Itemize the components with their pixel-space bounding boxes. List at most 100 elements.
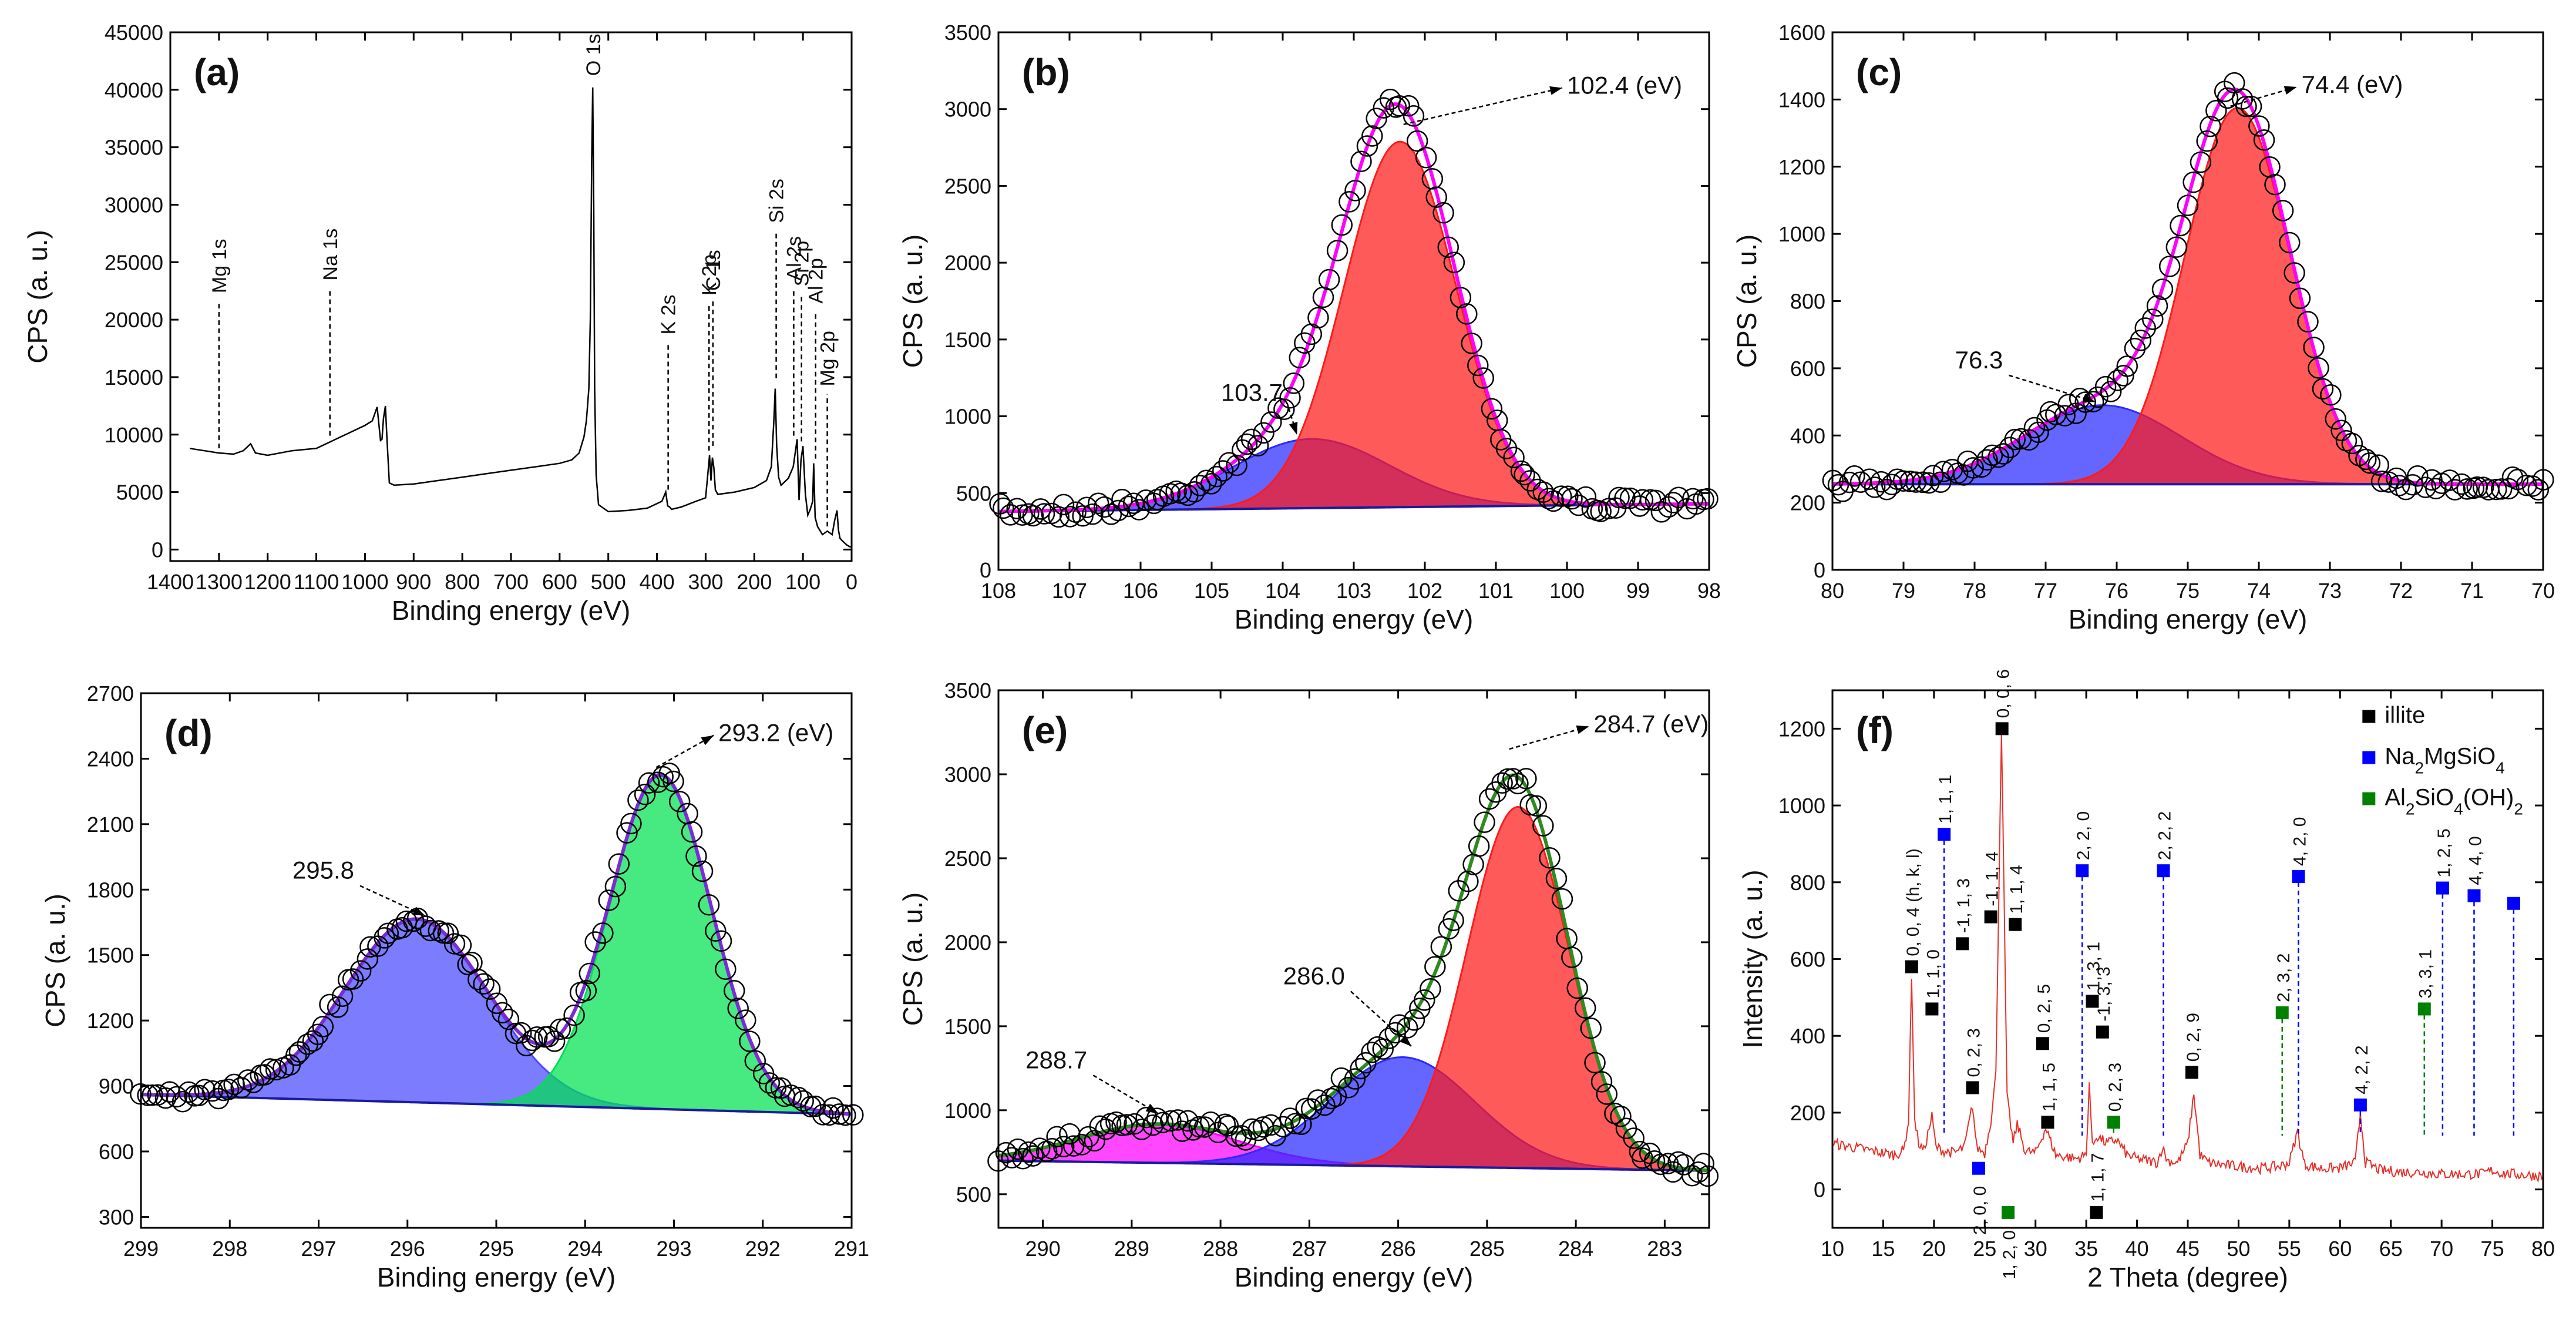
- raw-data-point: [2182, 172, 2204, 193]
- x-axis-label: Binding energy (eV): [2069, 604, 2308, 634]
- y-tick-label: 1000: [1778, 222, 1825, 246]
- raw-data-point: [1970, 456, 1993, 478]
- x-tick-label: 74: [2247, 579, 2271, 603]
- raw-data-point: [2151, 278, 2174, 300]
- hkl-label: 1, 1, 5: [2039, 1063, 2059, 1112]
- raw-data-point: [1087, 492, 1109, 514]
- x-tick-label: 1200: [244, 570, 291, 594]
- raw-data-point: [1059, 506, 1081, 528]
- raw-data-point: [2303, 337, 2325, 358]
- illite-marker: [2096, 1025, 2109, 1039]
- illite-marker: [1995, 722, 2009, 736]
- y-tick-label: 600: [1790, 948, 1825, 972]
- legend-text: Na: [2385, 744, 2415, 770]
- annotation-arrow-head: [1549, 86, 1562, 95]
- hkl-label: 0, 2, 3: [1965, 1028, 1984, 1077]
- raw-data-point: [563, 1004, 585, 1026]
- raw-data-point: [201, 1080, 224, 1102]
- raw-data-point: [2023, 417, 2046, 439]
- raw-data-point: [2516, 474, 2537, 496]
- legend-text: MgSiO: [2424, 744, 2496, 770]
- y-tick-label: 1600: [1778, 21, 1825, 45]
- x-tick-label: 35: [2074, 1237, 2098, 1261]
- x-tick-label: 75: [2176, 579, 2200, 603]
- na2mgsio4-marker: [2353, 1098, 2367, 1112]
- raw-data-point: [2116, 355, 2138, 377]
- raw-data-point: [1502, 768, 1524, 790]
- raw-data-point: [1318, 268, 1340, 291]
- legend-subscript: 2: [2414, 758, 2424, 777]
- x-tick-label: 71: [2460, 579, 2484, 603]
- x-tick-label: 500: [591, 570, 626, 594]
- y-tick-label: 600: [1790, 357, 1825, 381]
- y-tick-label: 300: [99, 1205, 134, 1229]
- y-tick-label: 1000: [1778, 794, 1825, 818]
- na2mgsio4-marker: [2076, 864, 2089, 878]
- raw-data-point: [2158, 256, 2181, 277]
- annotation-arrow-head: [412, 906, 425, 916]
- y-tick-label: 2700: [87, 681, 134, 706]
- raw-data-point: [2146, 295, 2168, 317]
- raw-data-point: [1388, 95, 1411, 117]
- y-tick-label: 2500: [944, 174, 991, 198]
- raw-data-point: [1557, 485, 1579, 508]
- raw-data-point: [2341, 432, 2363, 455]
- raw-data-point: [1575, 486, 1597, 508]
- y-axis-label: Intensity (a. u.): [1737, 869, 1768, 1048]
- peak-label: K 2p: [698, 254, 721, 296]
- raw-data-point: [715, 958, 737, 980]
- fit-peak-744eV: [1832, 107, 2543, 485]
- fit-peak-1024eV: [998, 140, 1709, 513]
- raw-data-point: [1864, 476, 1886, 498]
- y-tick-label: 2400: [87, 747, 134, 771]
- peak-annotation: 288.7: [1025, 1046, 1087, 1073]
- x-tick-label: 15: [1871, 1237, 1895, 1261]
- y-tick-label: 40000: [105, 78, 163, 102]
- annotation-arrow-head: [2284, 86, 2297, 95]
- raw-data-point: [1962, 457, 1984, 479]
- raw-data-point: [1107, 499, 1129, 522]
- raw-data-point: [1000, 504, 1021, 526]
- raw-data-point: [1344, 180, 1366, 202]
- raw-data-point: [537, 1026, 560, 1047]
- x-tick-label: 40: [2126, 1237, 2149, 1261]
- x-tick-label: 80: [1821, 579, 1844, 603]
- illite-marker: [2185, 1066, 2198, 1079]
- raw-data-point: [1443, 251, 1465, 273]
- x-tick-label: 286: [1381, 1237, 1416, 1261]
- y-tick-label: 20000: [105, 308, 163, 332]
- raw-data-point: [254, 1064, 275, 1086]
- na2mgsio4-marker: [2292, 869, 2305, 883]
- x-tick-label: 293: [656, 1237, 691, 1261]
- y-tick-label: 400: [1790, 424, 1825, 448]
- raw-data-point: [2177, 194, 2199, 216]
- raw-data-point: [1584, 1052, 1606, 1074]
- raw-data-point: [217, 1079, 240, 1100]
- raw-data-point: [575, 979, 597, 1002]
- raw-data-point: [327, 996, 349, 1018]
- raw-data-point: [2100, 381, 2122, 402]
- raw-data-point: [1094, 496, 1115, 518]
- raw-data-point: [2057, 394, 2079, 415]
- hkl-label: 2, 2, 2: [2155, 811, 2175, 860]
- y-tick-label: 3500: [944, 21, 991, 45]
- x-tick-label: 287: [1292, 1237, 1327, 1261]
- raw-data-point: [1314, 1094, 1336, 1116]
- y-tick-label: 1200: [1778, 155, 1825, 179]
- y-tick-label: 0: [980, 558, 991, 582]
- raw-data-point: [377, 922, 399, 944]
- na2mgsio4-marker: [2436, 881, 2449, 895]
- annotation-arrow-head: [2082, 394, 2096, 403]
- y-tick-label: 35000: [105, 136, 163, 160]
- legend-label: Al2SiO4(OH)2: [2385, 785, 2523, 818]
- raw-data-point: [2279, 231, 2301, 254]
- x-tick-label: 291: [834, 1237, 869, 1261]
- x-tick-label: 99: [1626, 579, 1650, 603]
- raw-data-point: [1424, 956, 1446, 978]
- x-tick-label: 289: [1114, 1237, 1149, 1261]
- raw-data-point: [1071, 1134, 1093, 1156]
- raw-data-point: [1082, 503, 1104, 525]
- raw-data-point: [1307, 1089, 1329, 1111]
- hkl-label: 1, 2, 5: [2434, 828, 2454, 877]
